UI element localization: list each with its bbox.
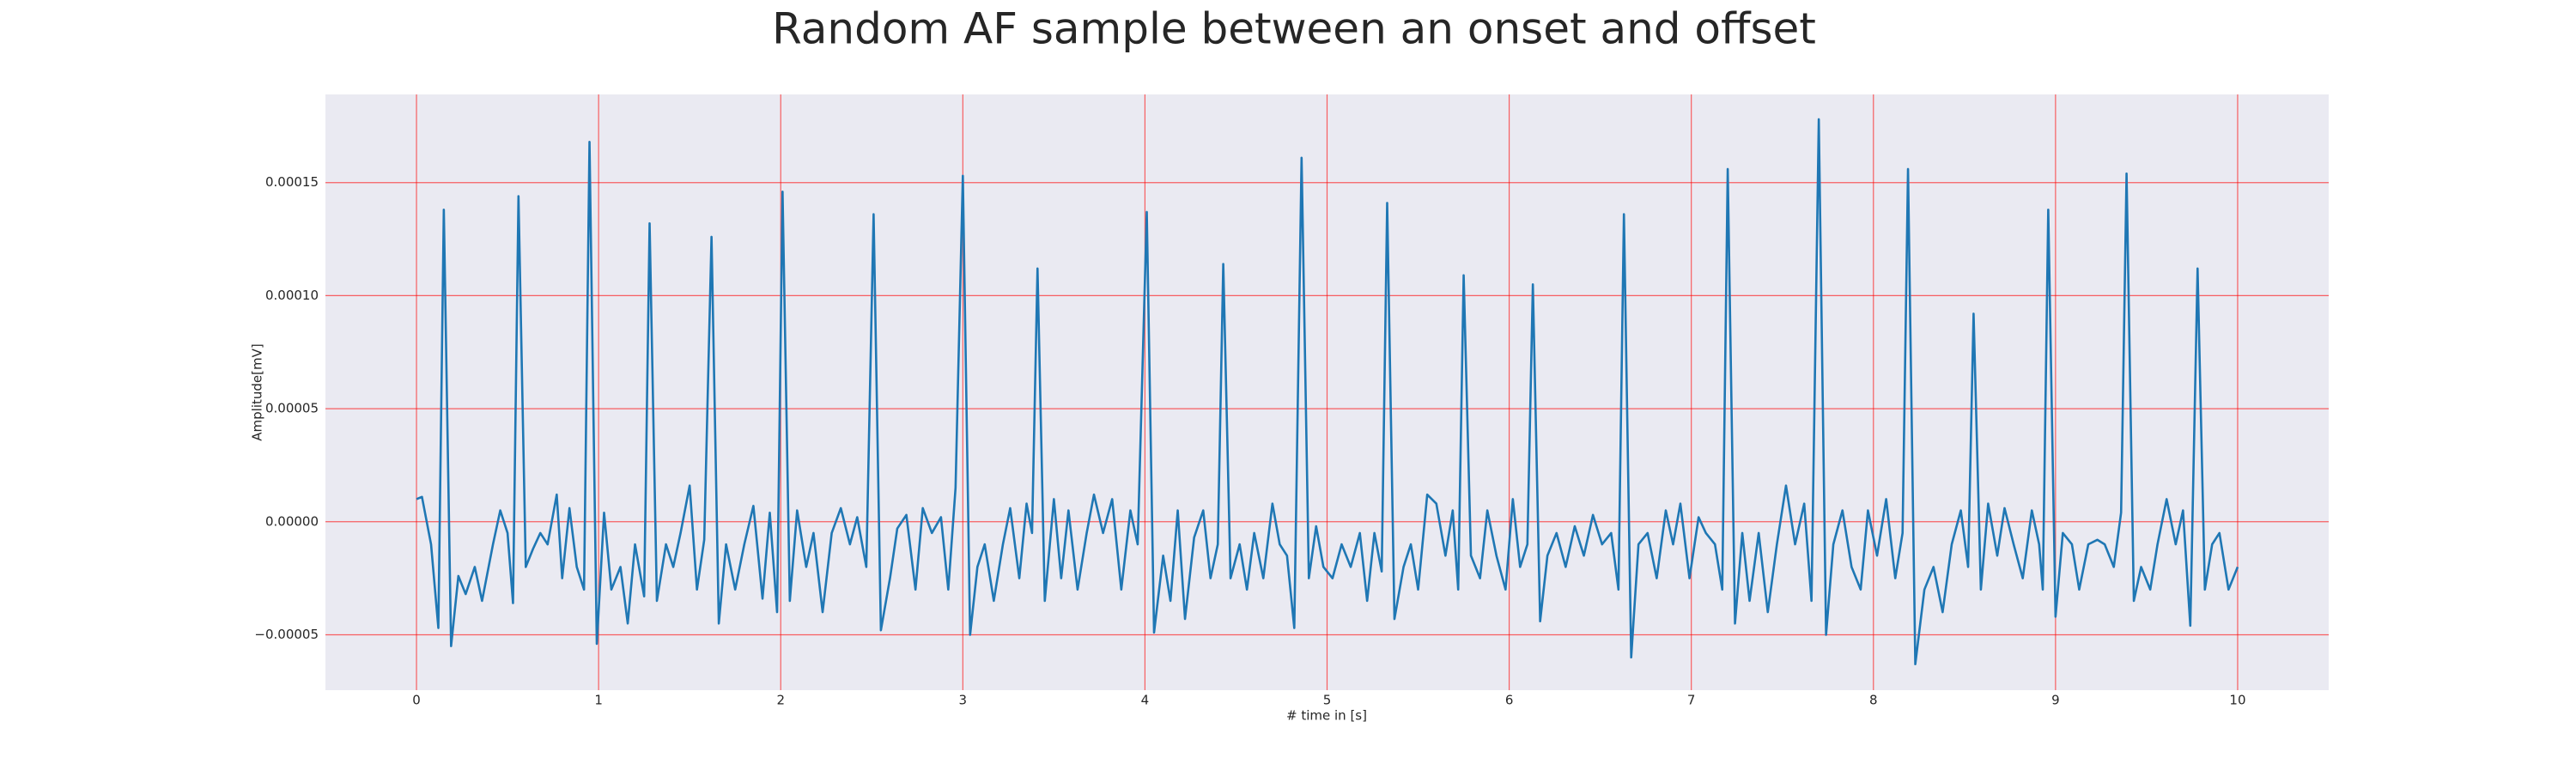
y-axis-label: Amplitude[mV] — [250, 343, 265, 440]
x-tick-label: 1 — [594, 693, 603, 708]
x-axis-label: # time in [s] — [1286, 708, 1367, 724]
chart-title: Random AF sample between an onset and of… — [772, 4, 1816, 54]
x-tick-label: 7 — [1687, 693, 1696, 708]
y-tick-label: 0.00000 — [265, 513, 319, 529]
x-tick-label: 2 — [776, 693, 785, 708]
data-line — [416, 118, 2239, 666]
x-tick-label: 3 — [959, 693, 968, 708]
y-tick-label: 0.00010 — [265, 288, 319, 303]
y-tick-label: −0.00005 — [254, 627, 319, 642]
x-tick-label: 9 — [2051, 693, 2060, 708]
x-tick-label: 0 — [412, 693, 421, 708]
x-tick-label: 6 — [1505, 693, 1514, 708]
y-tick-label: 0.00005 — [265, 401, 319, 416]
x-tick-label: 10 — [2229, 693, 2245, 708]
y-tick-label: 0.00015 — [265, 174, 319, 190]
x-tick-label: 4 — [1141, 693, 1150, 708]
x-tick-label: 5 — [1323, 693, 1332, 708]
x-tick-label: 8 — [1869, 693, 1878, 708]
